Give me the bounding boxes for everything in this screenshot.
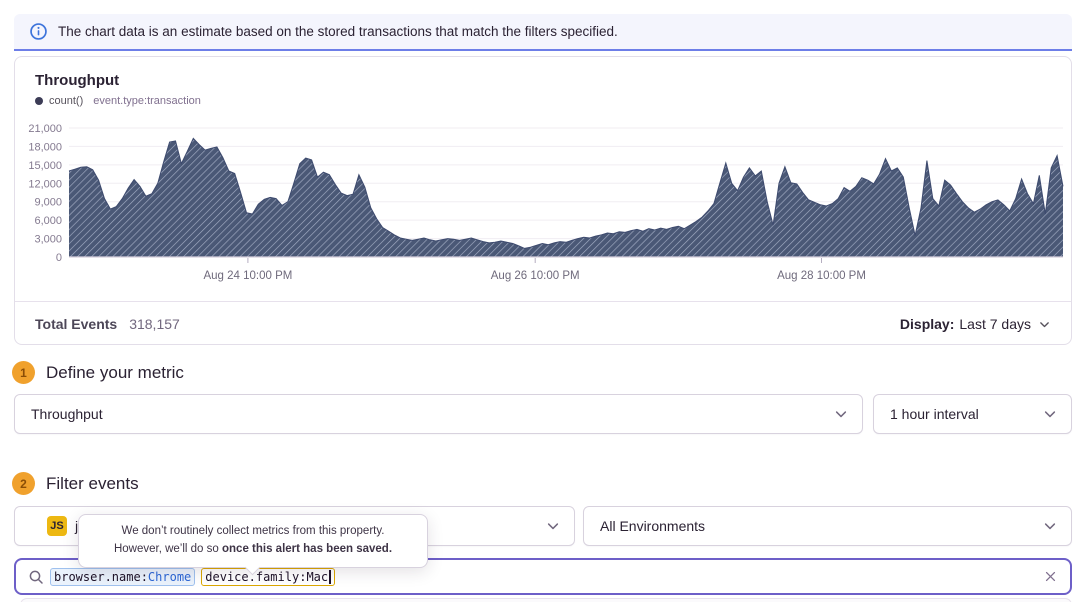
total-events-label: Total Events: [35, 316, 118, 332]
interval-select-value: 1 hour interval: [890, 406, 979, 422]
javascript-platform-icon: JS: [47, 516, 67, 536]
tooltip-bold-text: once this alert has been saved.: [222, 542, 393, 555]
y-tick-label: 6,000: [34, 215, 62, 227]
filter-token-browser-name[interactable]: browser.name: Chrome: [50, 567, 196, 586]
metric-select-value: Throughput: [31, 406, 103, 422]
clear-search-icon[interactable]: [1043, 569, 1058, 584]
define-metric-title: Define your metric: [46, 362, 184, 382]
legend-query: event.type:transaction: [93, 95, 201, 107]
text-cursor: [329, 569, 331, 584]
token-key: device.family:: [205, 569, 307, 584]
chevron-down-icon: [1043, 407, 1057, 421]
legend-aggregate: count(): [49, 95, 84, 107]
y-tick-label: 3,000: [34, 234, 62, 246]
chart-legend: count() event.type:transaction: [35, 95, 201, 107]
define-metric-header: 1 Define your metric: [12, 361, 184, 384]
chart-panel-footer: Total Events 318,157 Display: Last 7 day…: [15, 301, 1071, 346]
filter-events-title: Filter events: [46, 473, 139, 493]
step-1-badge: 1: [12, 361, 35, 384]
area-series-line: [68, 137, 1064, 249]
x-tick-label: Aug 28 10:00 PM: [777, 270, 866, 282]
x-tick-label: Aug 24 10:00 PM: [203, 270, 292, 282]
metric-select[interactable]: Throughput: [14, 394, 863, 434]
info-banner-text: The chart data is an estimate based on t…: [58, 24, 618, 39]
chevron-down-icon: [834, 407, 848, 421]
throughput-area-chart: 0 3,000 6,000 9,000 12,000 15,000 18,000 21,000…: [28, 123, 1064, 282]
chevron-down-icon: [1038, 318, 1051, 331]
chart-title: Throughput: [35, 72, 120, 89]
display-value: Last 7 days: [959, 316, 1031, 332]
interval-select[interactable]: 1 hour interval: [873, 394, 1072, 434]
token-value: Chrome: [147, 569, 192, 584]
chevron-down-icon: [1043, 519, 1057, 533]
legend-series-dot: [35, 97, 43, 105]
environment-select-value: All Environments: [600, 518, 706, 534]
area-series: [69, 138, 1063, 257]
search-icon: [28, 569, 44, 585]
autocomplete-dropdown-edge: [20, 598, 1072, 602]
token-value: Mac: [306, 569, 329, 584]
environment-select[interactable]: All Environments: [583, 506, 1072, 546]
filter-events-header: 2 Filter events: [12, 472, 139, 495]
info-icon: [30, 23, 47, 40]
info-banner: The chart data is an estimate based on t…: [14, 14, 1072, 51]
display-range-selector[interactable]: Display: Last 7 days: [900, 316, 1051, 332]
tooltip-line-2: However, we’ll do so once this alert has…: [113, 542, 393, 555]
metrics-property-tooltip: We don’t routinely collect metrics from …: [78, 514, 428, 576]
y-tick-label: 0: [56, 252, 62, 264]
project-select-value: j: [75, 518, 79, 534]
total-events-value: 318,157: [129, 316, 180, 332]
y-tick-label: 21,000: [28, 123, 62, 135]
x-tick-label: Aug 26 10:00 PM: [491, 270, 580, 282]
step-2-badge: 2: [12, 472, 35, 495]
tooltip-line-1: We don’t routinely collect metrics from …: [121, 525, 385, 537]
y-tick-label: 9,000: [34, 197, 62, 209]
throughput-chart-panel: Throughput count() event.type:transactio…: [14, 56, 1072, 345]
y-tick-label: 18,000: [28, 141, 62, 153]
y-tick-label: 12,000: [28, 178, 62, 190]
filter-token-device-family[interactable]: device.family: Mac: [201, 567, 335, 586]
chevron-down-icon: [546, 519, 560, 533]
filter-search-input[interactable]: browser.name: Chrome device.family: Mac: [14, 558, 1072, 595]
token-key: browser.name:: [54, 569, 148, 584]
display-label: Display:: [899, 316, 955, 332]
y-tick-label: 15,000: [28, 160, 62, 172]
